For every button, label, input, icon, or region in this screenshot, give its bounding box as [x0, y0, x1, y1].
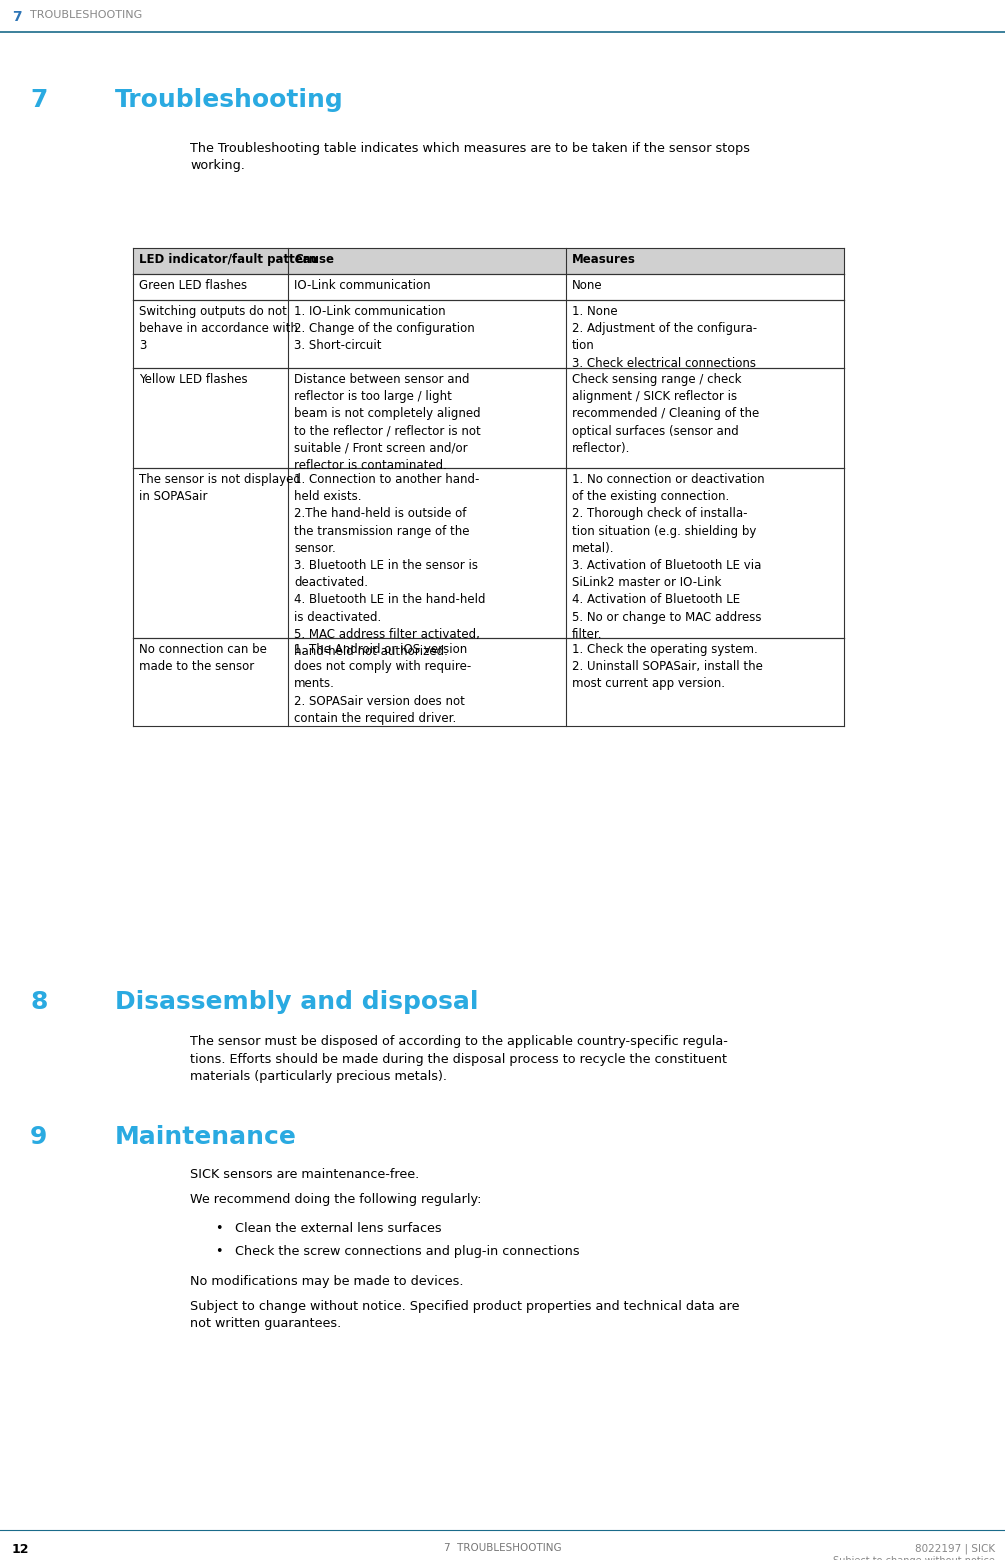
Text: 1. Check the operating system.
2. Uninstall SOPASair, install the
most current a: 1. Check the operating system. 2. Uninst…	[572, 643, 763, 691]
Text: 8022197 | SICK: 8022197 | SICK	[915, 1543, 995, 1554]
Text: 1. Connection to another hand-
held exists.
2.The hand-held is outside of
the tr: 1. Connection to another hand- held exis…	[294, 473, 485, 658]
Text: Measures: Measures	[572, 253, 636, 267]
Text: The sensor is not displayed
in SOPASair: The sensor is not displayed in SOPASair	[139, 473, 300, 504]
Text: Cause: Cause	[294, 253, 334, 267]
Text: None: None	[572, 279, 603, 292]
Text: The sensor must be disposed of according to the applicable country-specific regu: The sensor must be disposed of according…	[190, 1034, 728, 1083]
Text: Disassembly and disposal: Disassembly and disposal	[115, 991, 478, 1014]
Text: 9: 9	[30, 1125, 47, 1150]
Bar	[133, 275, 844, 300]
Text: 8: 8	[30, 991, 47, 1014]
Text: The Troubleshooting table indicates which measures are to be taken if the sensor: The Troubleshooting table indicates whic…	[190, 142, 750, 173]
Text: We recommend doing the following regularly:: We recommend doing the following regular…	[190, 1193, 481, 1206]
Bar	[133, 368, 844, 468]
Text: 7: 7	[12, 9, 22, 23]
Text: Subject to change without notice. Specified product properties and technical dat: Subject to change without notice. Specif…	[190, 1299, 740, 1331]
Text: Troubleshooting: Troubleshooting	[115, 87, 344, 112]
Text: 1. The Android or iOS version
does not comply with require-
ments.
2. SOPASair v: 1. The Android or iOS version does not c…	[294, 643, 471, 725]
Text: •: •	[215, 1245, 222, 1257]
Text: Clean the external lens surfaces: Clean the external lens surfaces	[235, 1221, 441, 1236]
Text: 7: 7	[30, 87, 47, 112]
Text: 12: 12	[12, 1543, 29, 1555]
Text: Check the screw connections and plug-in connections: Check the screw connections and plug-in …	[235, 1245, 580, 1257]
Text: Green LED flashes: Green LED flashes	[139, 279, 247, 292]
Text: Subject to change without notice: Subject to change without notice	[833, 1555, 995, 1560]
Text: No modifications may be made to devices.: No modifications may be made to devices.	[190, 1275, 463, 1289]
Text: 1. None
2. Adjustment of the configura-
tion
3. Check electrical connections: 1. None 2. Adjustment of the configura- …	[572, 306, 757, 370]
Bar	[133, 468, 844, 638]
Text: Yellow LED flashes: Yellow LED flashes	[139, 373, 247, 385]
Text: IO-Link communication: IO-Link communication	[294, 279, 430, 292]
Text: Maintenance: Maintenance	[115, 1125, 296, 1150]
Bar	[133, 300, 844, 368]
Bar	[133, 248, 844, 275]
Bar	[133, 638, 844, 725]
Text: 1. No connection or deactivation
of the existing connection.
2. Thorough check o: 1. No connection or deactivation of the …	[572, 473, 765, 641]
Text: SICK sensors are maintenance-free.: SICK sensors are maintenance-free.	[190, 1168, 419, 1181]
Text: 1. IO-Link communication
2. Change of the configuration
3. Short-circuit: 1. IO-Link communication 2. Change of th…	[294, 306, 474, 353]
Text: TROUBLESHOOTING: TROUBLESHOOTING	[30, 9, 143, 20]
Text: Distance between sensor and
reflector is too large / light
beam is not completel: Distance between sensor and reflector is…	[294, 373, 480, 473]
Text: No connection can be
made to the sensor: No connection can be made to the sensor	[139, 643, 267, 674]
Text: •: •	[215, 1221, 222, 1236]
Text: LED indicator/fault pattern: LED indicator/fault pattern	[139, 253, 317, 267]
Text: 7  TROUBLESHOOTING: 7 TROUBLESHOOTING	[443, 1543, 562, 1554]
Text: Switching outputs do not
behave in accordance with
3: Switching outputs do not behave in accor…	[139, 306, 297, 353]
Text: Check sensing range / check
alignment / SICK reflector is
recommended / Cleaning: Check sensing range / check alignment / …	[572, 373, 759, 456]
